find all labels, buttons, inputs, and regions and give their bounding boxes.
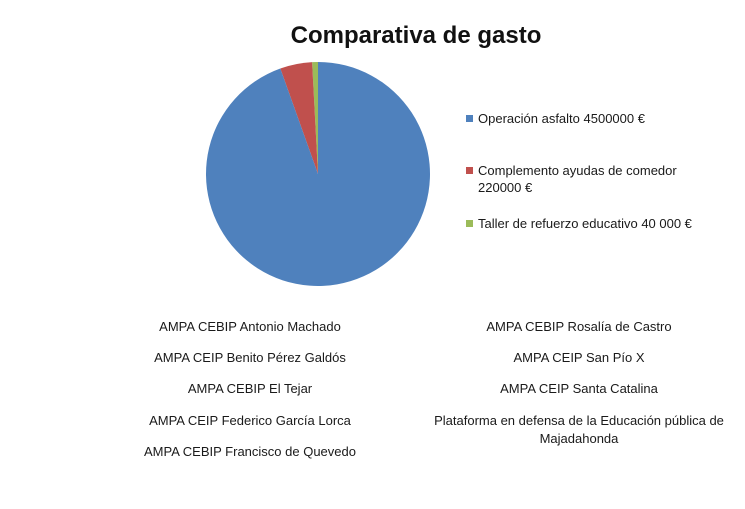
legend-swatch-taller (466, 220, 473, 227)
legend-item-asfalto: Operación asfalto 4500000 € (466, 110, 726, 127)
signer-right-4: Plataforma en defensa de la Educación pú… (434, 413, 724, 446)
legend-label-comedor-line1: Complemento ayudas de comedor (478, 163, 677, 178)
legend-label-asfalto: Operación asfalto 4500000 € (478, 111, 645, 126)
legend-label-comedor-line2: 220000 € (478, 180, 533, 195)
signer-right-1: AMPA CEBIP Rosalía de Castro (486, 319, 672, 334)
signer-left-1: AMPA CEBIP Antonio Machado (159, 319, 341, 334)
pie-slice-asfalto (206, 62, 431, 286)
legend-item-taller: Taller de refuerzo educativo 40 000 € (466, 215, 726, 232)
signer-left-3: AMPA CEBIP El Tejar (187, 381, 313, 396)
signer-left-4: AMPA CEIP Federico García Lorca (149, 413, 351, 428)
pie-slice-comedor (280, 62, 318, 174)
signer-right-2: AMPA CEIP San Pío X (513, 350, 645, 365)
legend-item-comedor: Complemento ayudas de comedor 220000 € (466, 162, 726, 196)
signer-right-3: AMPA CEIP Santa Catalina (500, 381, 658, 396)
chart-title: Comparativa de gasto (290, 22, 542, 49)
legend-label-taller: Taller de refuerzo educativo 40 000 € (478, 216, 692, 231)
signer-left-5: AMPA CEBIP Francisco de Quevedo (144, 444, 356, 459)
signer-left-2: AMPA CEIP Benito Pérez Galdós (154, 350, 346, 365)
legend-label-comedor: Complemento ayudas de comedor 220000 € (478, 162, 677, 196)
legend-swatch-asfalto (466, 115, 473, 122)
pie-slice-taller (312, 62, 318, 174)
legend-swatch-comedor (466, 167, 473, 174)
